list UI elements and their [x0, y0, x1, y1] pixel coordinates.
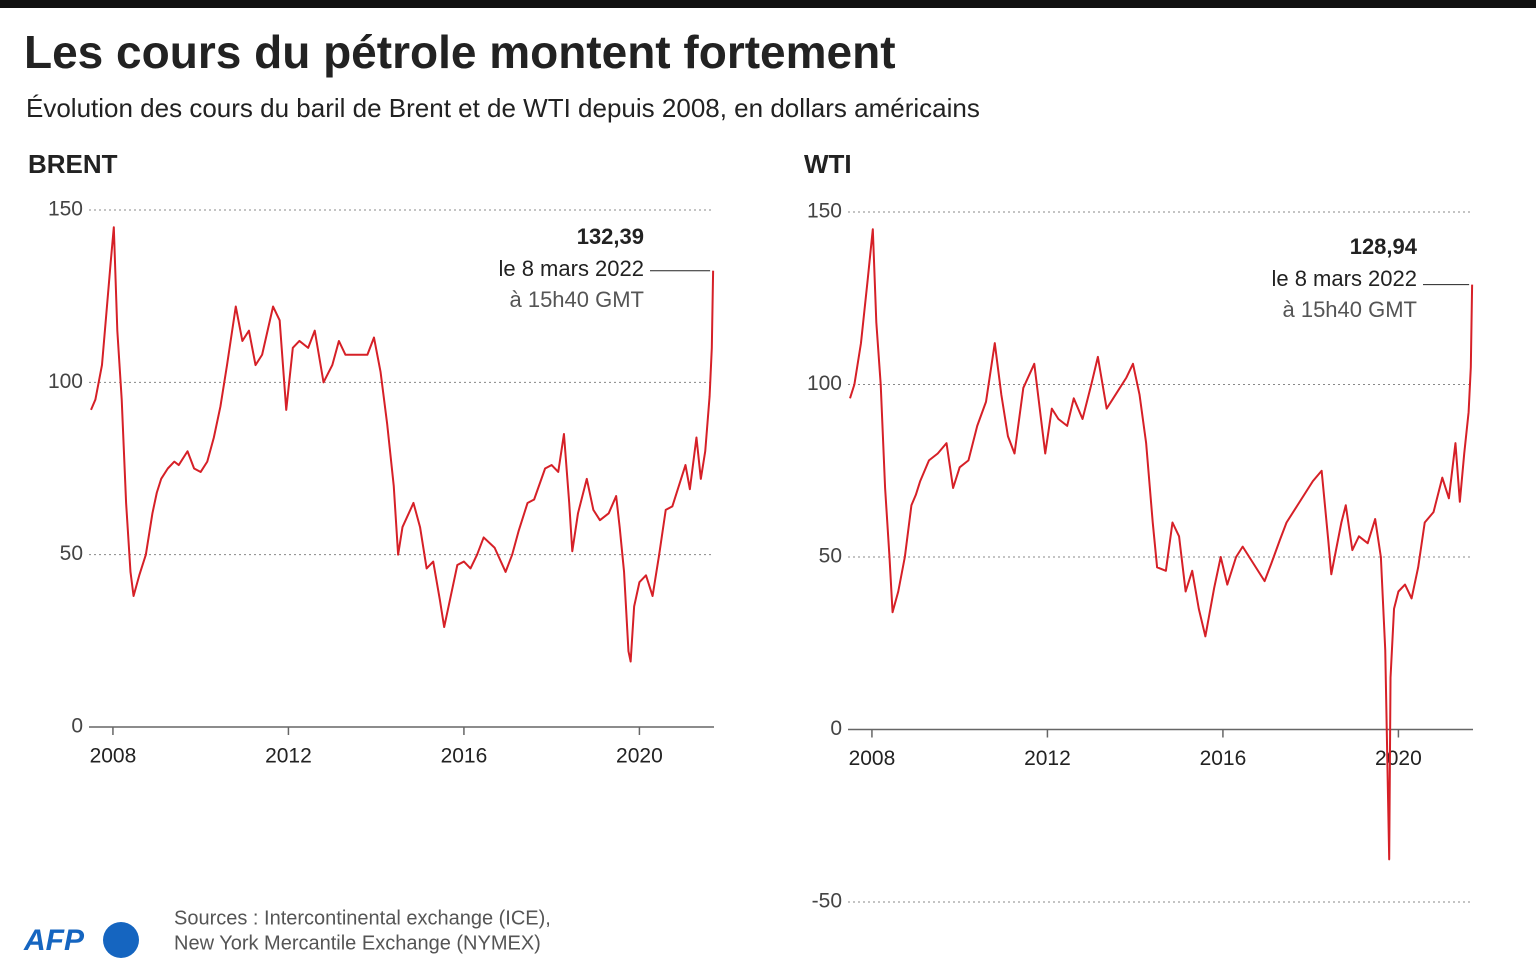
price-line: [849, 228, 1474, 861]
page-subtitle: Évolution des cours du baril de Brent et…: [26, 93, 980, 123]
annotation-time: à 15h40 GMT: [509, 287, 644, 312]
x-tick-label: 2008: [849, 747, 896, 770]
x-tick-label: 2020: [616, 745, 663, 768]
y-tick-label: 150: [807, 200, 842, 223]
y-tick-label: 0: [830, 717, 842, 740]
y-tick-label: 150: [48, 198, 83, 221]
annotation-value: 128,94: [1350, 234, 1418, 259]
x-tick-label: 2012: [265, 745, 312, 768]
annotation-value: 132,39: [577, 224, 644, 249]
price-line: [90, 226, 715, 663]
source: Sources : Intercontinental exchange (ICE…: [174, 907, 551, 929]
x-tick-label: 2020: [1375, 747, 1422, 770]
x-tick-label: 2008: [90, 745, 137, 768]
page-title: Les cours du pétrole montent fortement: [24, 26, 896, 78]
source: New York Mercantile Exchange (NYMEX): [174, 932, 541, 954]
annotation-date: le 8 mars 2022: [1271, 266, 1417, 291]
y-tick-label: 50: [60, 542, 83, 565]
logo-circle: [103, 922, 139, 958]
x-tick-label: 2016: [1200, 747, 1247, 770]
top-bar: [0, 0, 1536, 8]
chart-title: BRENT: [28, 149, 118, 179]
y-tick-label: 100: [807, 372, 842, 395]
y-tick-label: 100: [48, 370, 83, 393]
y-tick-label: -50: [812, 890, 842, 913]
logo: AFP: [23, 924, 85, 957]
y-tick-label: 0: [71, 715, 83, 738]
annotation-time: à 15h40 GMT: [1282, 297, 1417, 322]
charts: BRENT 0 50 100 150 2008 2012 2016 2020 132,39 le 8…: [28, 149, 1474, 913]
chart-title: WTI: [804, 149, 852, 179]
x-tick-label: 2016: [441, 745, 488, 768]
x-tick-label: 2012: [1024, 747, 1071, 770]
annotation-date: le 8 mars 2022: [498, 256, 644, 281]
y-tick-label: 50: [819, 545, 842, 568]
